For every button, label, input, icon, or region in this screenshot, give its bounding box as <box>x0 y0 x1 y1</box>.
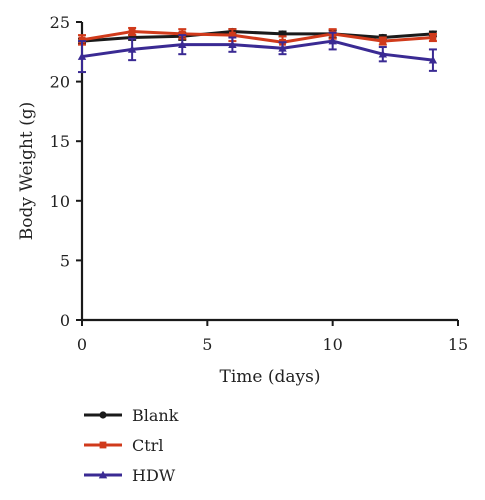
data-point <box>77 52 87 60</box>
y-tick-label: 0 <box>60 311 70 330</box>
legend-item-blank: Blank <box>84 406 179 425</box>
y-tick-label: 15 <box>50 132 70 151</box>
data-point <box>379 37 387 45</box>
data-point <box>78 36 86 44</box>
legend: Blank Ctrl HDW <box>84 406 179 485</box>
y-tick-label: 10 <box>50 192 70 211</box>
data-point <box>278 44 287 52</box>
data-point <box>378 49 387 58</box>
x-axis-title: Time (days) <box>220 367 321 387</box>
y-tick-label: 5 <box>60 251 70 270</box>
series-line <box>81 30 434 43</box>
data-point <box>178 40 187 49</box>
data-point <box>128 28 136 35</box>
legend-label: HDW <box>132 466 176 485</box>
series-hdw <box>77 31 438 74</box>
axes: 0 5 10 15 20 25 0 5 10 15 <box>50 13 469 354</box>
data-point <box>178 30 186 38</box>
y-tick-label: 25 <box>50 13 70 32</box>
data-point <box>127 45 137 53</box>
x-tick-label: 5 <box>202 335 212 354</box>
data-point <box>328 36 337 45</box>
legend-item-hdw: HDW <box>84 466 176 485</box>
legend-marker <box>99 441 107 449</box>
x-tick-label: 15 <box>448 335 468 354</box>
y-axis-title: Body Weight (g) <box>17 102 37 240</box>
plot-area <box>77 26 438 74</box>
legend-item-ctrl: Ctrl <box>84 436 163 455</box>
legend-label: Ctrl <box>132 436 163 455</box>
x-tick-label: 0 <box>77 335 87 354</box>
series-line <box>81 39 434 62</box>
legend-label: Blank <box>132 406 179 425</box>
data-point <box>428 55 438 64</box>
data-point <box>229 31 236 39</box>
legend-marker <box>98 470 108 479</box>
data-point <box>429 34 437 41</box>
x-tick-label: 10 <box>322 335 342 354</box>
series-line <box>81 30 434 44</box>
legend-marker <box>99 411 107 419</box>
y-tick-label: 20 <box>50 73 70 92</box>
data-point <box>228 40 237 49</box>
